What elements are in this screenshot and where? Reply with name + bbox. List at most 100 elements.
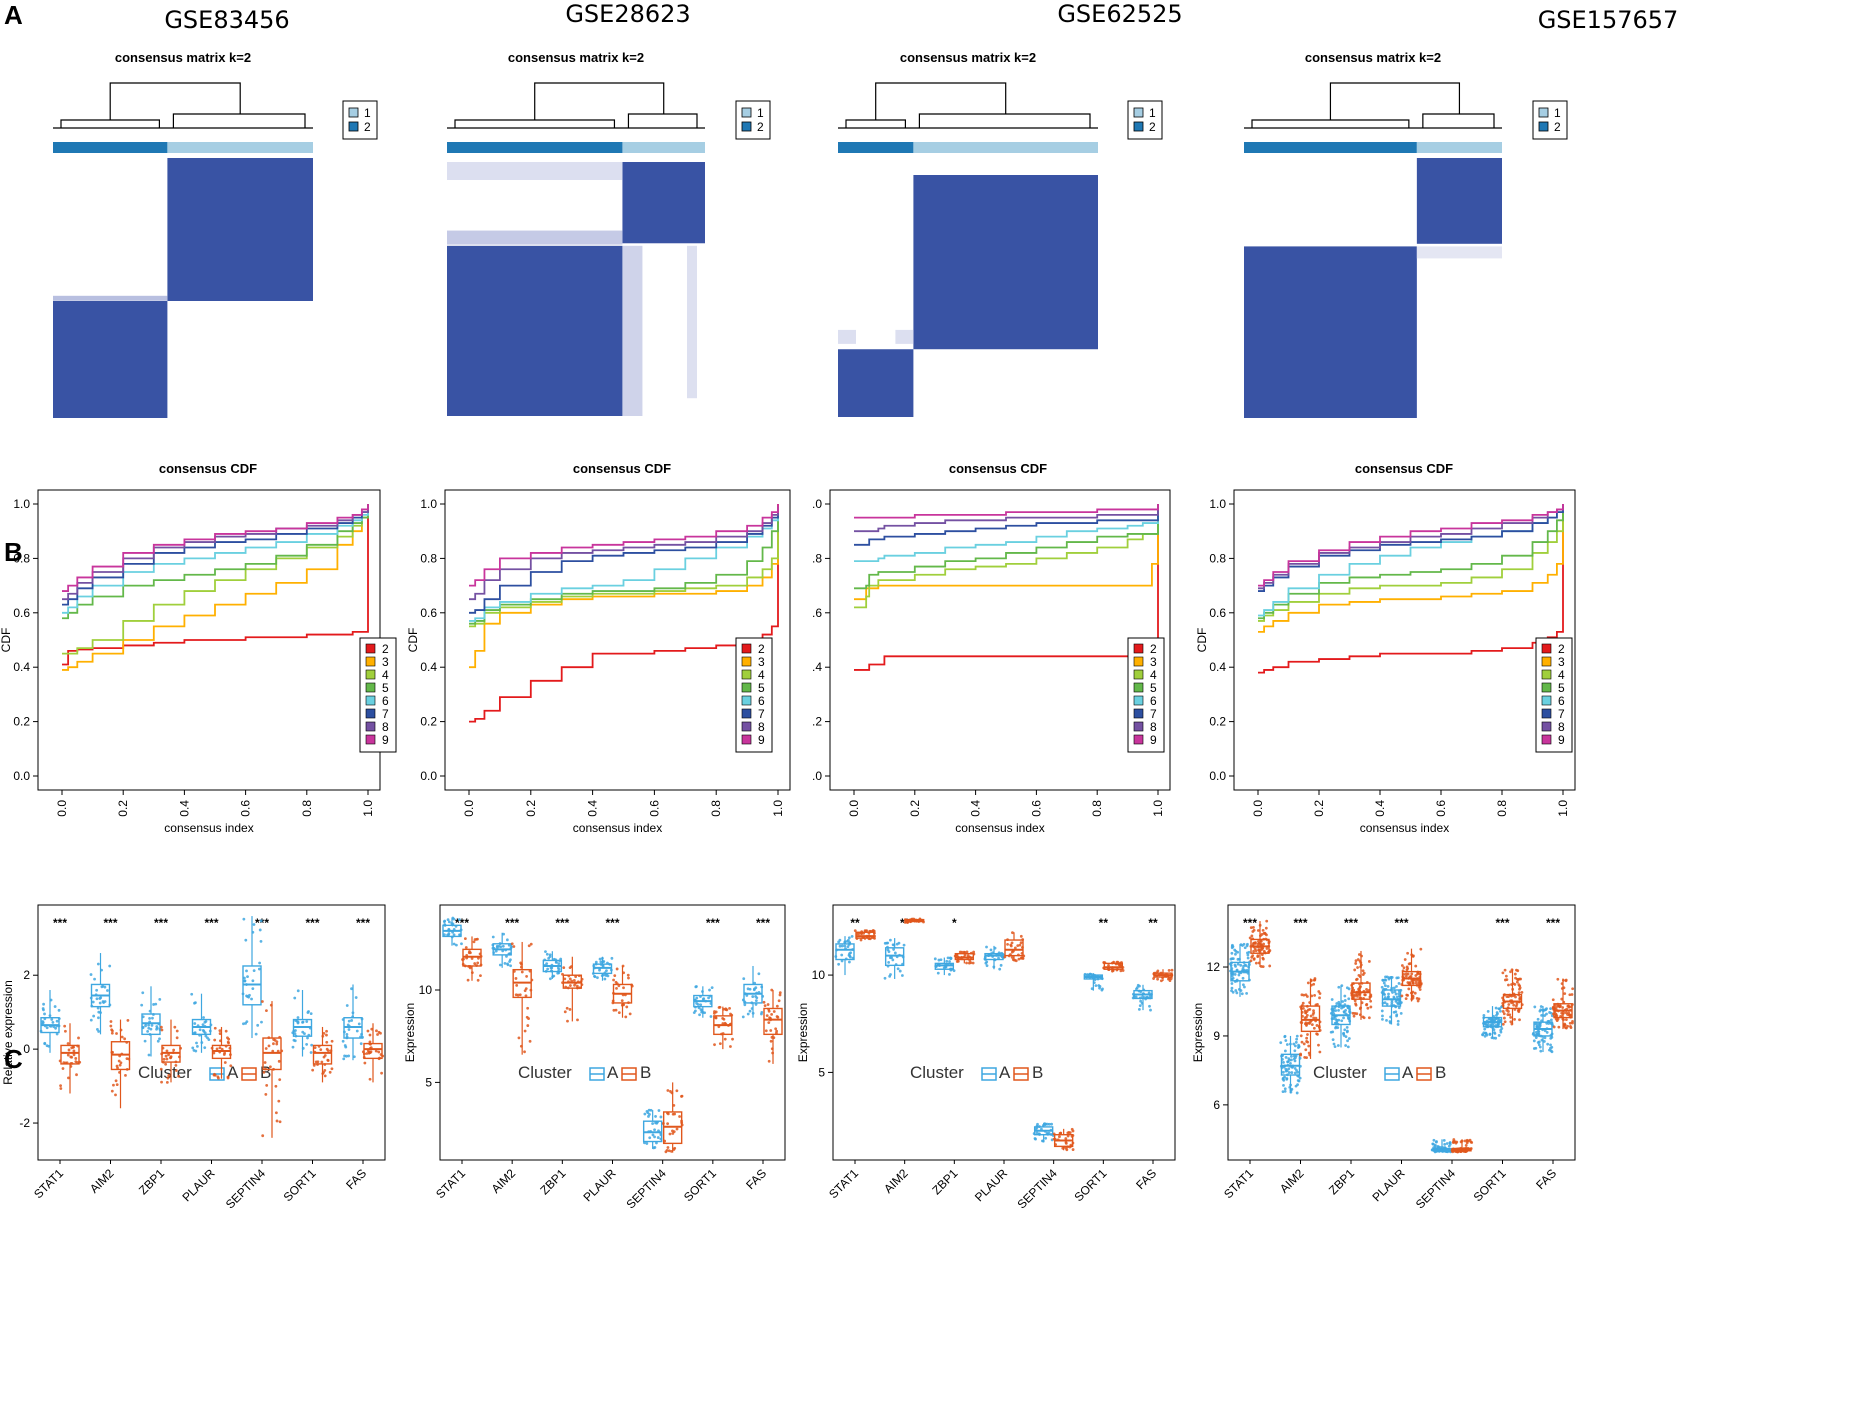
legend-swatch-1 xyxy=(348,107,359,118)
point-A xyxy=(1543,1029,1547,1033)
point-B xyxy=(1410,997,1414,1001)
point-B xyxy=(1367,988,1371,992)
point-B xyxy=(1354,1002,1357,1006)
point-B xyxy=(374,1049,378,1053)
point-A xyxy=(89,1018,93,1022)
point-A xyxy=(1281,1070,1285,1074)
point-A xyxy=(492,951,496,955)
cdf-line-k5 xyxy=(854,509,1159,590)
point-A xyxy=(457,918,461,921)
point-A xyxy=(152,1013,155,1016)
point-A xyxy=(52,1025,56,1029)
point-A xyxy=(57,1024,61,1028)
point-A xyxy=(1441,1146,1445,1149)
point-B xyxy=(125,1067,129,1071)
point-B xyxy=(1552,1006,1556,1010)
point-A xyxy=(694,985,698,989)
dendrogram-left xyxy=(454,119,616,128)
point-A xyxy=(1096,975,1100,978)
point-A xyxy=(998,967,1002,971)
point-A xyxy=(147,1023,151,1027)
point-A xyxy=(351,1011,355,1015)
point-A xyxy=(1488,1033,1492,1036)
point-A xyxy=(505,954,508,958)
point-B xyxy=(1417,980,1421,984)
point-B xyxy=(1052,1132,1056,1136)
point-A xyxy=(834,955,838,958)
legend-label-2: 2 xyxy=(364,120,371,134)
point-A xyxy=(1388,1020,1392,1023)
legend-title: Cluster xyxy=(910,1063,964,1082)
point-B xyxy=(1357,953,1361,956)
point-B xyxy=(1411,954,1415,958)
point-A xyxy=(1431,1142,1435,1146)
point-B xyxy=(275,1119,279,1123)
point-B xyxy=(1410,972,1414,976)
point-B xyxy=(1503,1020,1507,1024)
point-A xyxy=(556,971,560,975)
point-A xyxy=(554,960,558,964)
point-A xyxy=(148,1009,152,1013)
point-A xyxy=(552,957,556,961)
point-B xyxy=(1360,981,1364,985)
point-B xyxy=(1505,1008,1509,1012)
point-B xyxy=(1418,977,1422,981)
point-B xyxy=(1357,987,1360,991)
point-B xyxy=(1506,1006,1510,1010)
point-B xyxy=(1403,958,1407,961)
point-A xyxy=(1291,1065,1294,1069)
point-A xyxy=(707,996,710,1000)
point-A xyxy=(847,938,850,942)
point-A xyxy=(1491,1026,1495,1030)
plot-frame xyxy=(1233,489,1576,791)
dendrogram-root xyxy=(109,82,241,120)
point-A xyxy=(643,1141,646,1145)
point-B xyxy=(859,938,863,942)
point-A xyxy=(43,1024,47,1028)
point-B xyxy=(1400,964,1404,967)
point-B xyxy=(325,1033,328,1037)
point-A xyxy=(850,934,854,938)
legend-label-k4: 4 xyxy=(758,668,765,682)
point-B xyxy=(1308,1022,1311,1025)
point-B xyxy=(219,1039,222,1043)
point-B xyxy=(1252,949,1256,953)
point-B xyxy=(1107,968,1110,971)
point-B xyxy=(1265,933,1268,937)
point-A xyxy=(695,996,699,1000)
point-A xyxy=(997,956,1000,960)
point-A xyxy=(693,998,697,1002)
point-B xyxy=(1267,950,1271,953)
x-tick-label: 0.2 xyxy=(1312,800,1326,817)
point-B xyxy=(718,1005,722,1009)
point-A xyxy=(944,963,947,967)
legend-label-2: 2 xyxy=(1554,120,1561,134)
point-B xyxy=(1351,1011,1355,1015)
point-A xyxy=(501,949,505,953)
point-B xyxy=(526,1024,530,1027)
point-A xyxy=(1545,1031,1549,1034)
point-A xyxy=(1231,943,1234,947)
cdf-line-k7 xyxy=(854,506,1159,546)
point-A xyxy=(147,1026,151,1030)
point-B xyxy=(953,954,957,958)
legend-swatch-k4 xyxy=(1541,669,1552,680)
point-A xyxy=(458,933,462,937)
point-B xyxy=(562,966,566,970)
point-A xyxy=(92,1014,96,1018)
point-B xyxy=(325,1047,329,1051)
point-B xyxy=(1300,1040,1304,1044)
point-B xyxy=(1518,987,1521,991)
point-B xyxy=(118,1054,122,1058)
point-A xyxy=(1549,1011,1553,1015)
point-A xyxy=(694,1005,697,1009)
point-B xyxy=(475,964,478,967)
point-A xyxy=(696,1003,700,1006)
point-B xyxy=(1259,939,1262,942)
point-B xyxy=(1568,1013,1571,1017)
point-A xyxy=(1230,951,1234,955)
point-B xyxy=(777,999,781,1003)
point-B xyxy=(1016,953,1020,957)
point-A xyxy=(893,951,897,955)
